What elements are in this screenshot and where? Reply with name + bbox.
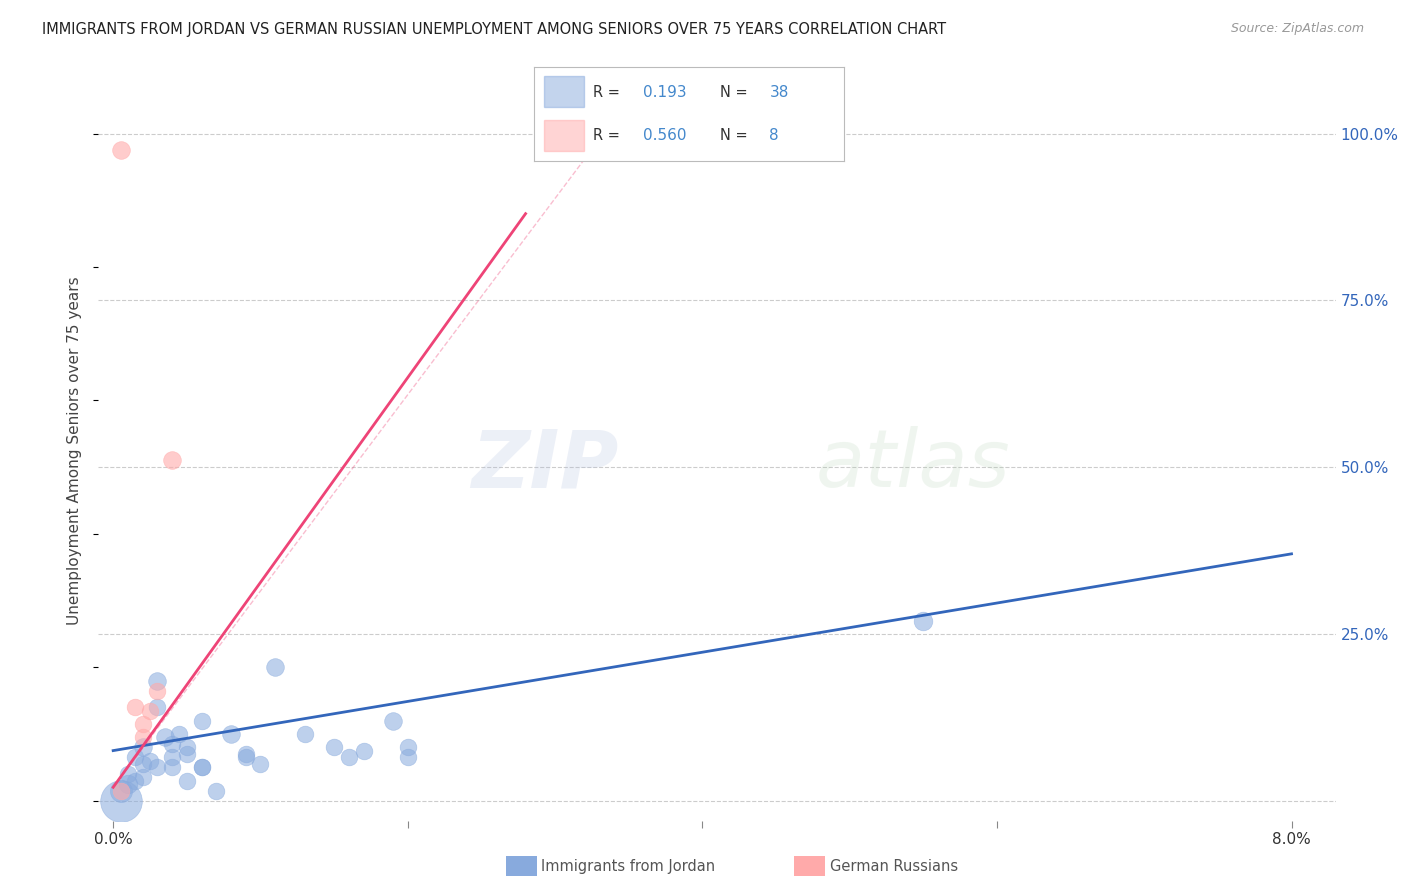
- Text: 38: 38: [769, 85, 789, 100]
- Text: N =: N =: [720, 85, 752, 100]
- Text: Immigrants from Jordan: Immigrants from Jordan: [541, 859, 716, 873]
- Point: [110, 794, 132, 808]
- Text: R =: R =: [593, 128, 624, 143]
- Text: German Russians: German Russians: [830, 859, 957, 873]
- Point: [124, 700, 146, 714]
- Point: [131, 717, 153, 731]
- Text: atlas: atlas: [815, 426, 1011, 504]
- Point: [153, 731, 176, 745]
- Text: 0.560: 0.560: [643, 128, 686, 143]
- Point: [160, 453, 183, 467]
- Point: [323, 740, 346, 755]
- Point: [264, 660, 287, 674]
- Point: [131, 731, 153, 745]
- Point: [131, 756, 153, 771]
- Point: [176, 740, 198, 755]
- Point: [139, 754, 162, 768]
- Point: [160, 737, 183, 751]
- Point: [176, 773, 198, 788]
- Point: [382, 714, 405, 728]
- Text: 0.193: 0.193: [643, 85, 686, 100]
- Point: [205, 783, 228, 797]
- Point: [117, 767, 139, 781]
- Point: [139, 704, 162, 718]
- Point: [110, 144, 132, 158]
- Text: N =: N =: [720, 128, 752, 143]
- Point: [160, 750, 183, 764]
- Point: [190, 714, 212, 728]
- Point: [176, 747, 198, 761]
- Point: [146, 683, 169, 698]
- Text: ZIP: ZIP: [471, 426, 619, 504]
- Point: [235, 747, 257, 761]
- Point: [131, 740, 153, 755]
- FancyBboxPatch shape: [544, 77, 583, 107]
- Point: [117, 777, 139, 791]
- Text: IMMIGRANTS FROM JORDAN VS GERMAN RUSSIAN UNEMPLOYMENT AMONG SENIORS OVER 75 YEAR: IMMIGRANTS FROM JORDAN VS GERMAN RUSSIAN…: [42, 22, 946, 37]
- Point: [353, 743, 375, 757]
- Point: [249, 756, 271, 771]
- Point: [219, 727, 242, 741]
- FancyBboxPatch shape: [544, 120, 583, 152]
- Point: [169, 727, 191, 741]
- Point: [160, 760, 183, 774]
- Point: [912, 614, 935, 628]
- Point: [146, 700, 169, 714]
- Text: 8: 8: [769, 128, 779, 143]
- Y-axis label: Unemployment Among Seniors over 75 years: Unemployment Among Seniors over 75 years: [67, 277, 83, 624]
- Point: [190, 760, 212, 774]
- Point: [110, 783, 132, 797]
- Text: R =: R =: [593, 85, 624, 100]
- Point: [396, 750, 419, 764]
- Text: Source: ZipAtlas.com: Source: ZipAtlas.com: [1230, 22, 1364, 36]
- Point: [146, 760, 169, 774]
- Point: [190, 760, 212, 774]
- Point: [146, 673, 169, 688]
- Point: [110, 783, 132, 797]
- Point: [294, 727, 316, 741]
- Point: [337, 750, 360, 764]
- Point: [131, 770, 153, 784]
- Point: [396, 740, 419, 755]
- Point: [235, 750, 257, 764]
- Point: [124, 773, 146, 788]
- Point: [124, 750, 146, 764]
